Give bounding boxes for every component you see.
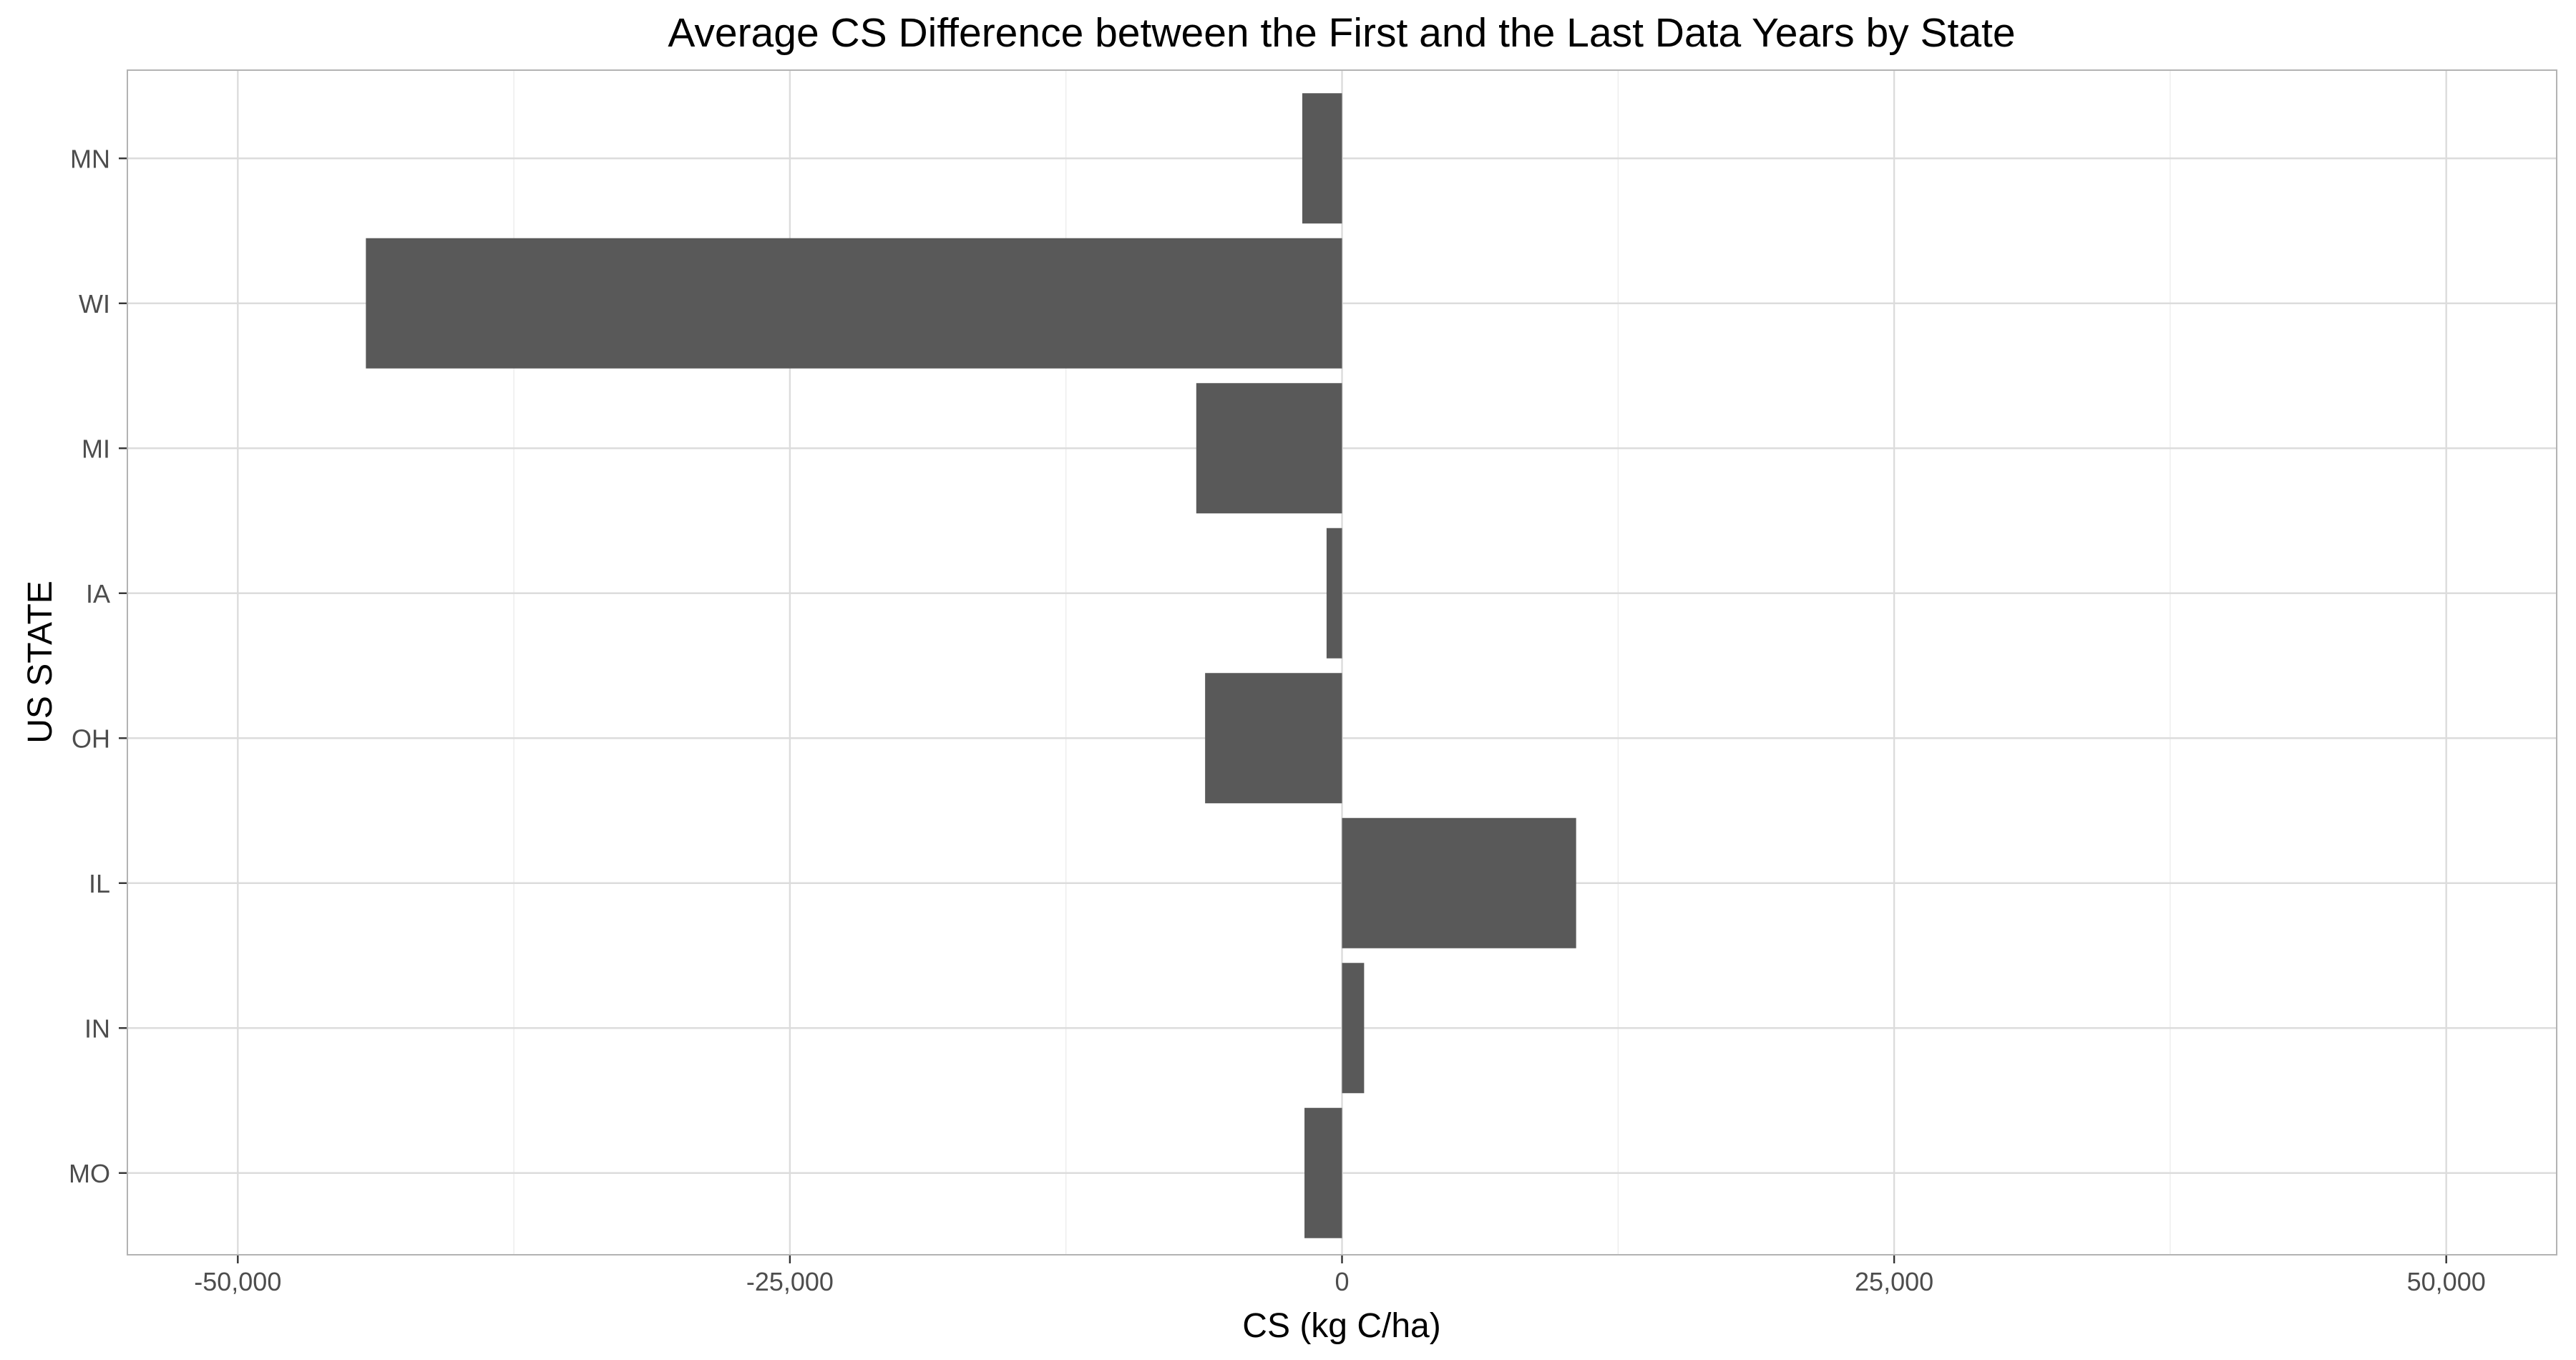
y-tick-label-mn: MN <box>70 144 110 173</box>
x-axis-title: CS (kg C/ha) <box>1242 1307 1440 1345</box>
chart-title: Average CS Difference between the First … <box>668 10 2015 56</box>
bar-il <box>1342 817 1576 948</box>
x-tick-label: 50,000 <box>2407 1267 2486 1296</box>
x-tick-label: 0 <box>1335 1267 1349 1296</box>
bar-oh <box>1205 673 1342 804</box>
bar-wi <box>366 238 1342 369</box>
axis-ticks <box>119 157 2447 1263</box>
x-tick-label: -25,000 <box>746 1267 834 1296</box>
tick-labels: -50,000 -25,000 0 25,000 50,000 MN WI MI IA OH IL I… <box>69 144 2486 1296</box>
y-tick-label-ia: IA <box>86 579 110 608</box>
y-tick-label-wi: WI <box>79 289 110 319</box>
x-tick-label: -50,000 <box>194 1267 281 1296</box>
y-tick-label-oh: OH <box>72 724 110 753</box>
bar-mn <box>1302 93 1342 224</box>
panel-border <box>127 69 2557 1255</box>
bar-mo <box>1304 1107 1342 1238</box>
x-tick-label: 25,000 <box>1855 1267 1933 1296</box>
bar-ia <box>1326 528 1342 659</box>
y-tick-label-mo: MO <box>69 1159 110 1188</box>
bars <box>366 93 1576 1238</box>
y-tick-label-mi: MI <box>82 434 110 463</box>
bar-in <box>1342 963 1365 1094</box>
bar-mi <box>1196 383 1342 514</box>
y-tick-label-il: IL <box>89 869 110 898</box>
y-axis-title: US STATE <box>21 581 59 744</box>
y-tick-label-in: IN <box>84 1014 110 1043</box>
